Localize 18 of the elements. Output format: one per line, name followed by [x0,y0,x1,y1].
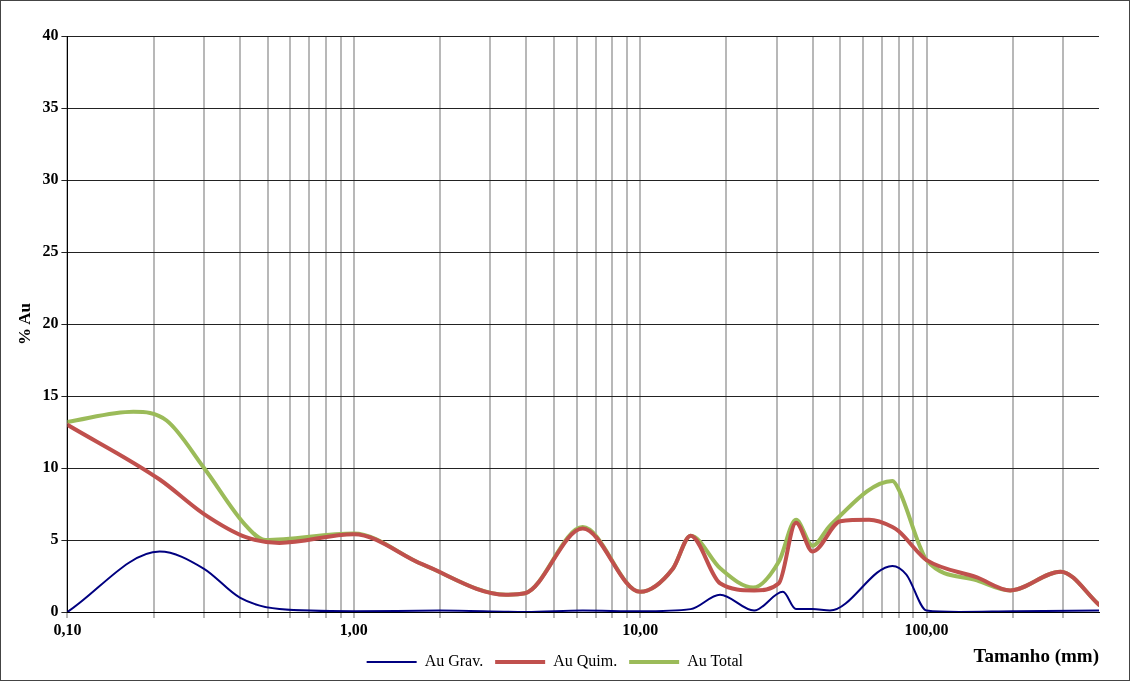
y-tick-label: 25 [42,242,59,260]
x-tick-label: 1,00 [339,620,368,638]
x-tick-label: 10,00 [622,620,659,638]
legend-label: Au Grav. [424,652,484,670]
y-tick-label: 5 [50,530,59,548]
y-tick-label: 0 [50,602,59,620]
y-tick-label: 15 [42,386,59,404]
legend-label: Au Total [687,652,744,670]
y-tick-label: 30 [42,170,59,188]
y-tick-label: 40 [42,26,59,44]
x-tick-label: 100,00 [904,620,949,638]
y-axis-title: % Au [14,302,34,346]
y-tick-label: 10 [42,458,59,476]
y-tick-label: 20 [42,314,59,332]
x-tick-label: 0,10 [53,620,82,638]
legend-label: Au Quim. [553,652,618,670]
x-axis-title: Tamanho (mm) [973,644,1099,667]
y-tick-label: 35 [42,98,59,116]
